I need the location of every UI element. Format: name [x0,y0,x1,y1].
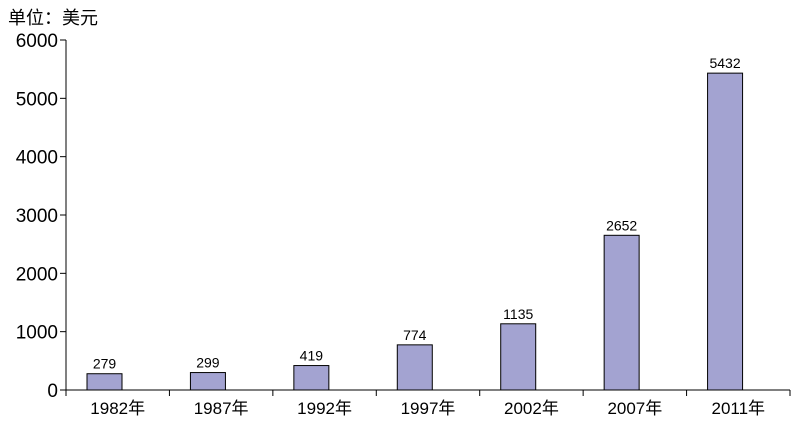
bar [707,72,744,391]
bar [500,323,537,391]
y-tick-label: 0 [47,381,58,402]
y-tick-label: 2000 [16,264,58,285]
y-tick-label: 6000 [16,31,58,52]
data-label: 419 [300,348,324,364]
bar [603,234,640,391]
data-label: 279 [93,356,117,372]
data-label: 1135 [503,306,533,322]
bar [396,344,433,391]
data-label: 5432 [709,55,740,71]
y-tick-label: 5000 [16,89,58,110]
y-tick-label: 1000 [16,323,58,344]
data-label: 299 [196,355,220,371]
x-tick-label: 1992年 [297,399,352,418]
x-tick-label: 2011年 [712,399,766,418]
bar [86,373,123,391]
data-label: 2652 [606,217,637,233]
bar [293,365,330,391]
x-tick-label: 2002年 [504,399,559,418]
unit-label: 单位：美元 [8,8,98,29]
bar [189,372,226,391]
data-label: 774 [403,327,427,343]
x-tick-label: 1997年 [401,399,456,418]
x-tick-label: 1982年 [90,399,145,418]
y-tick-label: 3000 [16,206,58,227]
y-tick-label: 4000 [16,148,58,169]
x-tick-label: 2007年 [607,399,662,418]
x-tick-label: 1987年 [194,399,249,418]
